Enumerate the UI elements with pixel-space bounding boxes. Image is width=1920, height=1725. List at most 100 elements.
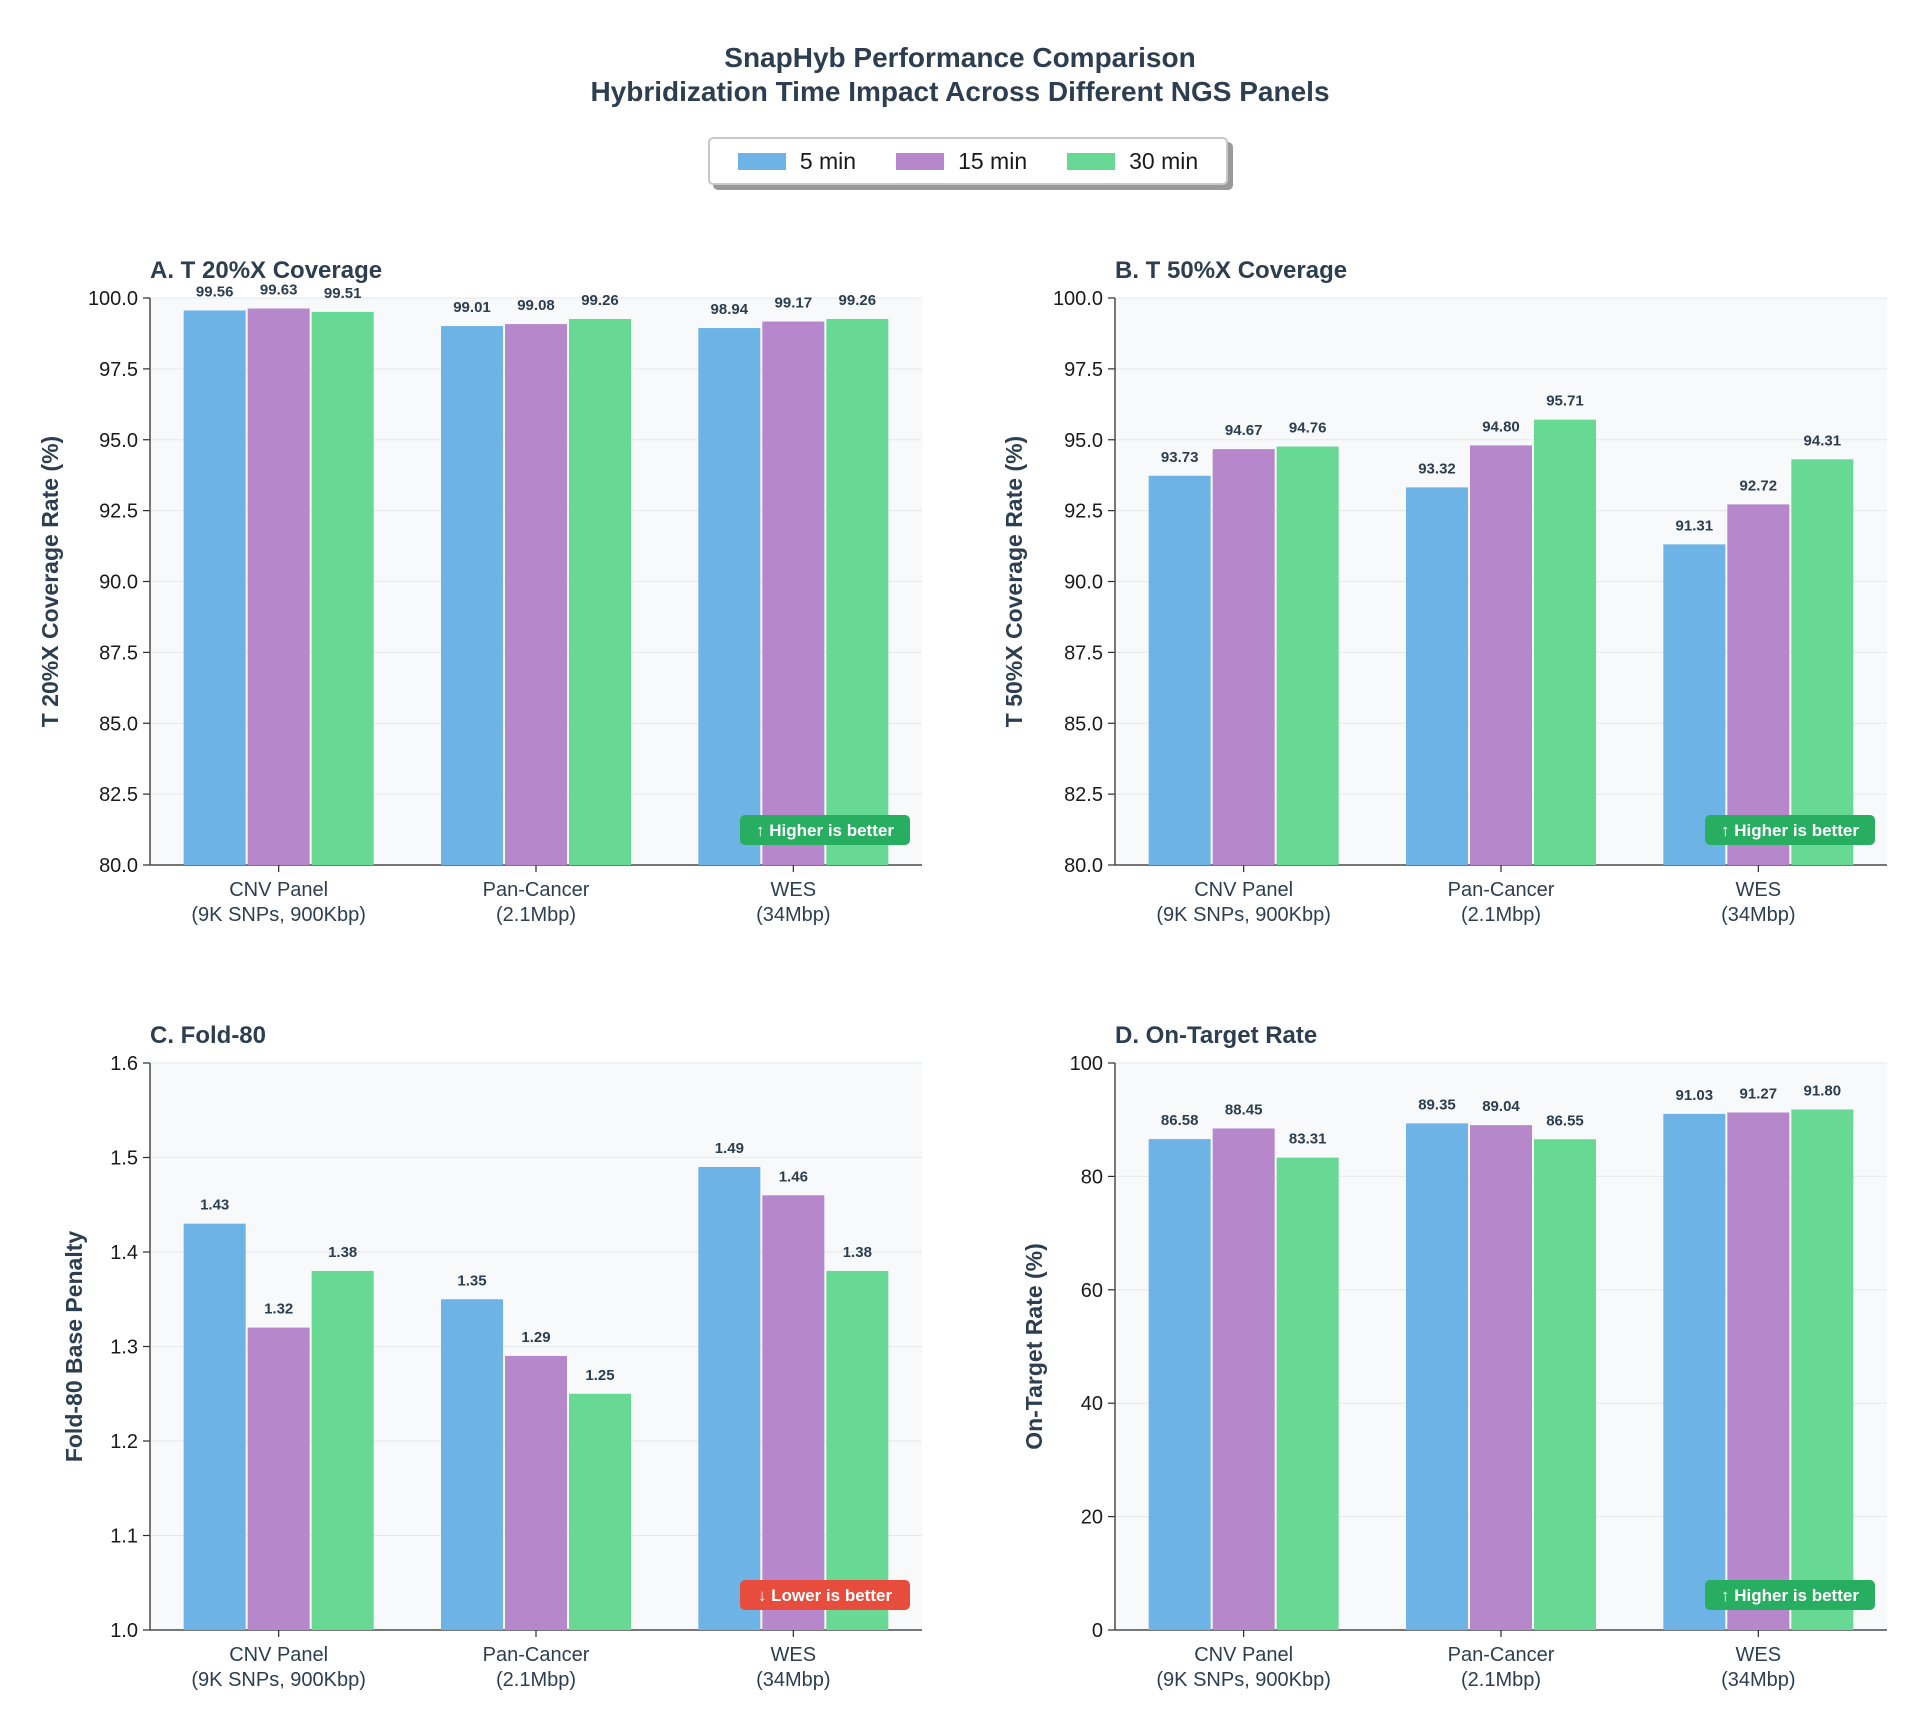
panel-d-xtick-label: Pan-Cancer [1448, 1644, 1555, 1666]
legend-entry-30min: 30 min [1067, 148, 1198, 175]
figure-title-line-1: SnapHyb Performance Comparison [724, 42, 1196, 73]
panel-b-bar [1534, 419, 1596, 865]
panel-b-ylabel: T 50%X Coverage Rate (%) [1001, 436, 1027, 727]
panel-c-bar [569, 1393, 631, 1630]
panel-b-bar-label: 92.72 [1740, 477, 1778, 494]
panel-c-ytick-label: 1.1 [110, 1526, 138, 1548]
panel-c-ytick-label: 1.2 [110, 1431, 138, 1453]
panel-a-bar [183, 310, 246, 865]
panel-a-ytick-label: 82.5 [99, 784, 138, 806]
panel-c-bar [762, 1195, 825, 1630]
panel-b-ytick-label: 97.5 [1064, 359, 1103, 381]
panel-c-xtick-sublabel: (34Mbp) [756, 1669, 830, 1691]
panel-b-ytick-label: 100.0 [1053, 288, 1103, 310]
panel-b-bar [1791, 459, 1854, 865]
panel-b-xtick-sublabel: (34Mbp) [1721, 904, 1795, 926]
panel-b-bar [1406, 487, 1468, 865]
panel-b-bar-label: 93.73 [1161, 449, 1199, 466]
panel-a-ytick-label: 95.0 [99, 430, 138, 452]
panel-b-bar [1727, 504, 1790, 865]
panel-a-bar-label: 99.17 [775, 295, 813, 312]
panel-a-bar [441, 326, 503, 865]
panel-a-bar [698, 328, 761, 865]
panel-a-bar-label: 98.94 [711, 301, 749, 318]
panel-c-bar [247, 1327, 310, 1630]
panel-c-bar-label: 1.29 [521, 1329, 550, 1346]
panel-d-ytick-label: 80 [1081, 1166, 1103, 1188]
panel-d-ytick-label: 40 [1081, 1393, 1103, 1415]
panel-b-ytick-label: 85.0 [1064, 713, 1103, 735]
panel-c-ytick-label: 1.4 [110, 1242, 138, 1264]
panel-c-bar [441, 1299, 503, 1630]
panel-a-badge [740, 815, 910, 845]
panel-c-xtick-sublabel: (2.1Mbp) [496, 1669, 576, 1691]
panel-d-bar [1406, 1123, 1468, 1630]
panel-b-bar [1470, 445, 1532, 865]
panel-c-ytick-label: 1.3 [110, 1337, 138, 1359]
panel-b-xtick-label: Pan-Cancer [1448, 879, 1555, 901]
panel-b-badge-label: ↑ Higher is better [1721, 821, 1859, 840]
panel-d-ytick-label: 20 [1081, 1507, 1103, 1529]
panel-d-bar-label: 89.04 [1482, 1098, 1520, 1115]
panel-c-ytick-label: 1.6 [110, 1053, 138, 1075]
legend: 5 min 15 min 30 min [708, 137, 1228, 185]
panel-c-xtick-label: WES [771, 1644, 817, 1666]
legend-swatch-5min [737, 152, 786, 170]
panel-c-bar-label: 1.35 [457, 1272, 486, 1289]
panel-c-ytick-label: 1.0 [110, 1620, 138, 1642]
panel-d-bar [1534, 1139, 1596, 1630]
panel-d-bar [1276, 1157, 1339, 1630]
panel-b-xtick-sublabel: (2.1Mbp) [1461, 904, 1541, 926]
legend-swatch-15min [896, 152, 945, 170]
panel-b-xtick-sublabel: (9K SNPs, 900Kbp) [1156, 904, 1331, 926]
legend-label-30min: 30 min [1129, 147, 1199, 174]
panel-a-bar-label: 99.26 [581, 292, 619, 309]
panel-a-xtick-label: Pan-Cancer [483, 879, 590, 901]
panel-d-bar [1470, 1125, 1532, 1630]
panel-a-xtick-sublabel: (2.1Mbp) [496, 904, 576, 926]
panel-a-ytick-label: 90.0 [99, 572, 138, 594]
panel-d-bar-label: 83.31 [1289, 1131, 1327, 1148]
panel-a-xtick-label: WES [771, 879, 817, 901]
panel-d-badge-label: ↑ Higher is better [1721, 1586, 1859, 1605]
panel-a-ytick-label: 85.0 [99, 713, 138, 735]
panel-b-bar [1276, 446, 1339, 865]
panel-d-bar [1148, 1139, 1211, 1630]
legend-label-15min: 15 min [958, 147, 1028, 174]
panel-c-badge-label: ↓ Lower is better [758, 1586, 893, 1605]
panel-a-ytick-label: 87.5 [99, 642, 138, 664]
panel-d-bar-label: 91.03 [1676, 1087, 1714, 1104]
legend-entry-15min: 15 min [896, 148, 1027, 175]
panel-c-bar [698, 1166, 761, 1630]
panel-d-bar-label: 91.27 [1740, 1085, 1778, 1102]
panel-c-bar [505, 1355, 567, 1630]
figure-title-line-2: Hybridization Time Impact Across Differe… [590, 76, 1330, 107]
panel-b-bar [1148, 475, 1211, 865]
panel-b-ytick-label: 87.5 [1064, 642, 1103, 664]
panel-d-ylabel: On-Target Rate (%) [1021, 1243, 1047, 1450]
panel-d-ytick-label: 60 [1081, 1280, 1103, 1302]
panel-b-ytick-label: 82.5 [1064, 784, 1103, 806]
panel-d-bar-label: 86.55 [1546, 1112, 1584, 1129]
legend-entry-5min: 5 min [737, 148, 856, 175]
panel-a-bar-label: 99.56 [196, 283, 234, 300]
panel-b-ytick-label: 95.0 [1064, 430, 1103, 452]
panel-c-bar [183, 1223, 246, 1630]
panel-d-ytick-label: 0 [1092, 1620, 1103, 1642]
panel-b-bar [1212, 449, 1275, 865]
panel-c-bar-label: 1.43 [200, 1197, 229, 1214]
panel-d-title: D. On-Target Rate [1115, 1022, 1317, 1049]
panel-d-xtick-sublabel: (34Mbp) [1721, 1669, 1795, 1691]
panel-b-ytick-label: 80.0 [1064, 855, 1103, 877]
panel-c-bar-label: 1.38 [843, 1244, 872, 1261]
panel-d-badge [1705, 1580, 1875, 1610]
panel-b-badge [1705, 815, 1875, 845]
panel-d-xtick-sublabel: (9K SNPs, 900Kbp) [1156, 1669, 1331, 1691]
panel-a-bar [826, 318, 889, 865]
panel-a-bar [762, 321, 825, 865]
panel-c-ytick-label: 1.5 [110, 1148, 138, 1170]
panel-d-ytick-label: 100 [1070, 1053, 1103, 1075]
panel-d-bar [1791, 1109, 1854, 1630]
